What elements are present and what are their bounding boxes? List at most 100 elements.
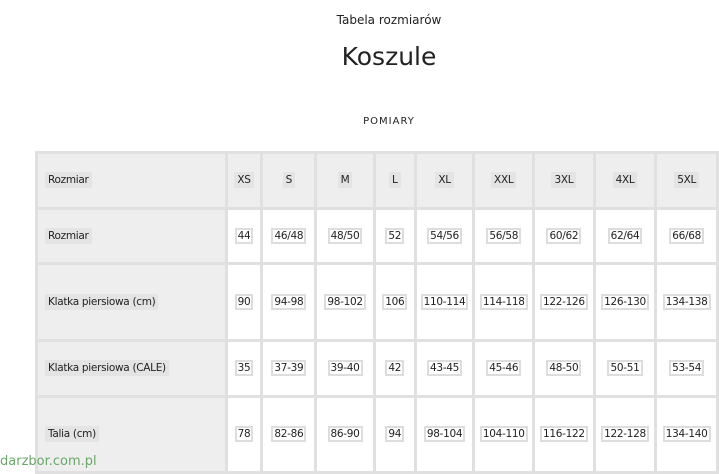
row-label-cell: Talia (cm) [35,395,228,474]
table-cell: 53-54 [654,339,719,398]
size-header-cell: 3XL [532,151,596,210]
table-cell: 54/56 [413,207,476,265]
cell-value: 62/64 [610,229,640,242]
cell-value: 45-46 [489,362,519,374]
table-cell: 82-86 [260,395,318,474]
cell-value: 48/50 [330,229,360,242]
cell-value: 39-40 [330,362,360,374]
size-label: L [391,174,399,186]
cell-value: 60/62 [549,229,579,242]
cell-value: 35 [237,362,251,374]
cell-value: 114-118 [482,295,525,308]
size-label: XS [236,174,252,186]
size-header-cell: XXL [472,151,536,210]
table-cell: 104-110 [472,395,536,474]
row-label: Rozmiar [47,229,90,242]
table-cell: 48-50 [532,339,596,398]
cell-value: 116-122 [542,428,585,440]
table-cell: 60/62 [532,207,596,265]
table-cell: 48/50 [314,207,376,265]
size-header-cell: XS [224,151,264,210]
section-heading: POMIARY [363,116,415,127]
cell-value: 104-110 [482,428,525,440]
cell-value: 56/58 [489,229,519,242]
table-cell: 52 [372,207,417,265]
cell-value: 110-114 [423,295,466,308]
cell-value: 46/48 [274,229,304,242]
table-cell: 35 [224,339,264,398]
table-cell: 122-128 [592,395,658,474]
cell-value: 106 [385,295,405,308]
size-header-cell: XL [413,151,476,210]
cell-value: 90 [237,295,251,308]
cell-value: 94-98 [274,295,304,308]
table-cell: 37-39 [260,339,318,398]
table-cell: 56/58 [472,207,536,265]
table-cell: 43-45 [413,339,476,398]
cell-value: 126-130 [604,295,646,308]
table-cell: 110-114 [413,262,476,342]
size-chart-supertitle: Tabela rozmiarów [336,13,442,27]
cell-value: 98-102 [327,295,363,308]
cell-value: 86-90 [330,428,360,440]
size-label: XL [437,174,452,186]
table-cell: 134-138 [654,262,719,342]
row-label: Rozmiar [47,174,90,186]
cell-value: 122-126 [542,295,585,308]
table-cell: 98-104 [413,395,476,474]
size-label: 5XL [676,174,698,186]
row-label: Talia (cm) [47,428,97,440]
table-cell: 86-90 [314,395,376,474]
size-label: 3XL [553,174,575,186]
cell-value: 48-50 [549,362,579,374]
table-cell: 90 [224,262,264,342]
table-cell: 39-40 [314,339,376,398]
table-cell: 94 [372,395,417,474]
size-header-cell: S [260,151,318,210]
page-title: Koszule [341,42,437,71]
size-label: M [339,174,351,186]
row-label-cell: Rozmiar [35,207,228,265]
table-cell: 62/64 [592,207,658,265]
cell-value: 78 [237,428,251,440]
size-label: XXL [493,174,515,186]
table-cell: 50-51 [592,339,658,398]
cell-value: 50-51 [610,362,640,374]
table-cell: 42 [372,339,417,398]
cell-value: 134-138 [665,295,708,308]
table-row: Rozmiar 44 46/48 48/50 52 54/56 56/58 60/62 62/6… [35,207,719,265]
cell-value: 54/56 [430,229,459,242]
table-cell: 98-102 [314,262,376,342]
table-cell: 116-122 [532,395,596,474]
cell-value: 134-140 [665,428,708,440]
table-cell: 78 [224,395,264,474]
table-cell: 106 [372,262,417,342]
size-label: S [284,174,294,186]
size-label: 4XL [614,174,636,186]
row-label-cell: Rozmiar [35,151,228,210]
cell-value: 42 [388,362,402,374]
size-header-cell: 4XL [592,151,658,210]
table-row: Klatka piersiowa (cm) 90 94-98 98-102 106 110… [35,262,719,342]
table-header-row: Rozmiar XS S M L XL XXL 3XL 4XL 5XL [35,151,719,210]
table-cell: 44 [224,207,264,265]
watermark: darzbor.com.pl [0,454,97,469]
table-cell: 126-130 [592,262,658,342]
table-cell: 45-46 [472,339,536,398]
cell-value: 53-54 [672,362,702,374]
row-label: Klatka piersiowa (cm) [47,295,157,308]
cell-value: 98-104 [426,428,463,440]
size-header-cell: L [372,151,417,210]
table-cell: 46/48 [260,207,318,265]
table-cell: 66/68 [654,207,719,265]
table-cell: 122-126 [532,262,596,342]
table-row: Klatka piersiowa (CALE) 35 37-39 39-40 42 43-… [35,339,719,398]
cell-value: 52 [388,229,402,242]
row-label-cell: Klatka piersiowa (cm) [35,262,228,342]
row-label-cell: Klatka piersiowa (CALE) [35,339,228,398]
cell-value: 122-128 [604,428,646,440]
table-row: Talia (cm) 78 82-86 86-90 94 98-104 104-110 116… [35,395,719,474]
size-header-cell: M [314,151,376,210]
table-cell: 94-98 [260,262,318,342]
row-label: Klatka piersiowa (CALE) [47,362,167,374]
